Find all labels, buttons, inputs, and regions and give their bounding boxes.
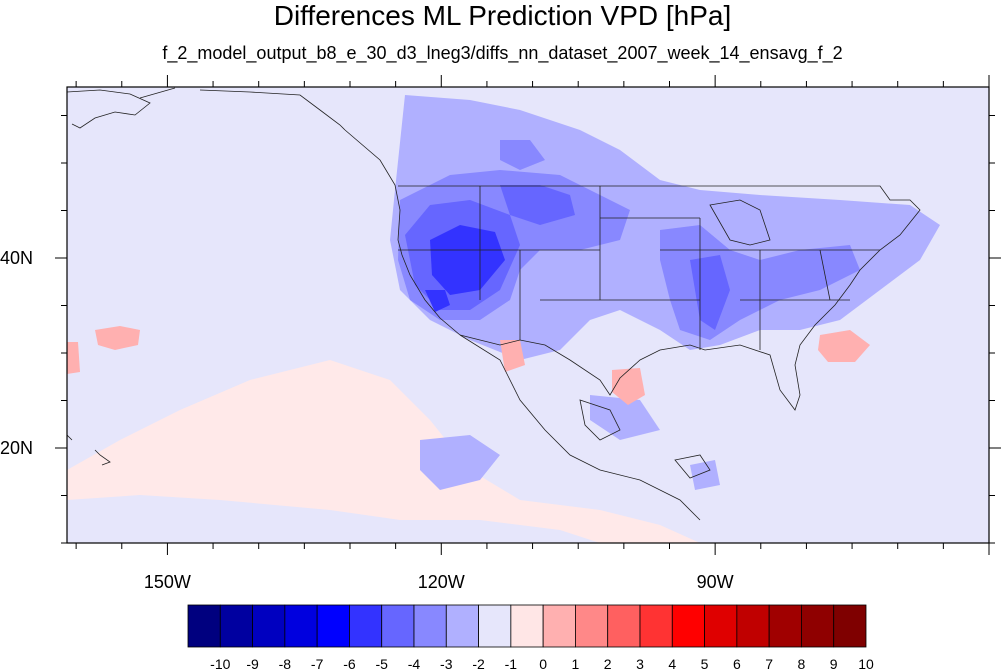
vpd-difference-field [67, 87, 989, 543]
colorbar-label: 6 [732, 656, 741, 672]
map-title: Differences ML Prediction VPD [hPa] [273, 0, 732, 31]
colorbar-label: 4 [668, 656, 677, 672]
colorbar-box [510, 604, 544, 648]
colorbar-label: -6 [343, 656, 356, 672]
colorbar-box [801, 604, 835, 648]
field-band-plus1 [67, 326, 870, 405]
colorbar-label: -5 [375, 656, 388, 672]
colorbar-box [639, 604, 673, 648]
lon-tick-label: 120W [417, 572, 465, 592]
colorbar-box [284, 604, 318, 648]
coastlines-and-borders [67, 87, 921, 521]
colorbar-box [542, 604, 576, 648]
colorbar-box [445, 604, 479, 648]
lon-tick-label: 90W [696, 572, 734, 592]
colorbar-box [671, 604, 705, 648]
colorbar-box [833, 604, 867, 648]
colorbar-label: -10 [210, 656, 231, 672]
colorbar-label: -3 [440, 656, 453, 672]
colorbar-label: 0 [539, 656, 548, 672]
colorbar-label: 1 [571, 656, 580, 672]
colorbar-label: 9 [829, 656, 838, 672]
colorbar-box [704, 604, 738, 648]
colorbar-label: 5 [700, 656, 709, 672]
colorbar-box [607, 604, 641, 648]
map-ticks [55, 75, 1001, 555]
map-subtitle: f_2_model_output_b8_e_30_d3_lneg3/diffs_… [162, 43, 843, 63]
map-frame [66, 86, 990, 544]
colorbar-box [736, 604, 770, 648]
colorbar-box [349, 604, 383, 648]
colorbar-label: 10 [858, 656, 874, 672]
lat-tick-label: 20N [0, 438, 34, 458]
field-band-minus5 [425, 225, 505, 312]
colorbar-box [381, 604, 415, 648]
colorbar-box [413, 604, 447, 648]
colorbar-label: 3 [636, 656, 644, 672]
colorbar-box [219, 604, 253, 648]
colorbar-box [478, 604, 512, 648]
colorbar-label: 8 [797, 656, 806, 672]
lon-tick-label: 150W [143, 572, 191, 592]
colorbar-label: 7 [765, 656, 774, 672]
colorbar [187, 604, 867, 648]
colorbar-box [187, 604, 221, 648]
colorbar-box [768, 604, 802, 648]
colorbar-box [316, 604, 350, 648]
colorbar-label: -8 [278, 656, 292, 672]
colorbar-box [575, 604, 609, 648]
colorbar-box [252, 604, 286, 648]
colorbar-label: -1 [504, 656, 518, 672]
colorbar-label: -2 [472, 656, 485, 672]
lat-tick-label: 40N [0, 248, 34, 268]
colorbar-label: -7 [310, 656, 324, 672]
colorbar-label: -4 [407, 656, 421, 672]
colorbar-label: -9 [246, 656, 259, 672]
colorbar-label: 2 [603, 656, 612, 672]
